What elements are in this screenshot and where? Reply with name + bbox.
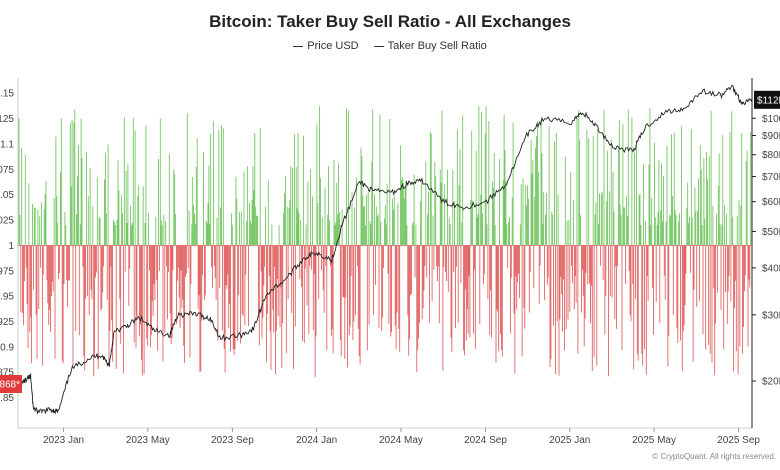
- left-tick-label-7: 0.975: [0, 266, 14, 277]
- right-tick-label-2: $80K: [762, 150, 780, 161]
- left-tick-label-6: 1: [8, 241, 14, 252]
- right-tick-label-0: $100K: [762, 114, 780, 125]
- right-tick-label-8: $20K: [762, 377, 780, 388]
- legend-swatch-price: [293, 45, 304, 47]
- left-tick-label-5: 1.025: [0, 216, 14, 227]
- legend: Price USD Taker Buy Sell Ratio: [0, 40, 780, 52]
- x-tick-label-0: 2023 Jan: [43, 435, 84, 446]
- legend-label-ratio: Taker Buy Sell Ratio: [387, 40, 487, 52]
- legend-label-price: Price USD: [307, 40, 359, 52]
- price-line: [17, 84, 753, 415]
- current-price-badge: [754, 90, 780, 109]
- left-tick-label-1: 1.125: [0, 114, 14, 125]
- x-tick-label-8: 2025 Sep: [717, 435, 760, 446]
- left-tick-label-8: 0.95: [0, 292, 14, 303]
- x-tick-label-6: 2025 Jan: [549, 435, 590, 446]
- watermark: © CryptoQuant. All rights reserved.: [652, 452, 776, 461]
- right-tick-label-1: $90K: [762, 131, 780, 142]
- left-tick-label-3: 1.075: [0, 165, 14, 176]
- right-tick-label-5: $50K: [762, 227, 780, 238]
- x-tick-label-4: 2024 May: [379, 435, 423, 446]
- left-tick-label-12: 0.85: [0, 393, 14, 404]
- current-ratio-label: 0.868*: [0, 380, 20, 391]
- legend-swatch-ratio: [373, 45, 384, 47]
- right-tick-label-7: $30K: [762, 310, 780, 321]
- x-tick-label-3: 2024 Jan: [296, 435, 337, 446]
- legend-item-price[interactable]: Price USD: [293, 40, 359, 52]
- legend-item-ratio[interactable]: Taker Buy Sell Ratio: [373, 40, 487, 52]
- x-tick-label-7: 2025 May: [632, 435, 676, 446]
- left-tick-label-11: 0.875: [0, 368, 14, 379]
- current-ratio-badge: [0, 375, 22, 393]
- right-tick-label-6: $40K: [762, 263, 780, 274]
- left-tick-label-2: 1.1: [0, 139, 14, 150]
- left-tick-label-0: 1.15: [0, 89, 14, 100]
- chart-title: Bitcoin: Taker Buy Sell Ratio - All Exch…: [209, 12, 571, 31]
- current-price-label: $112K: [757, 95, 780, 106]
- left-tick-label-4: 1.05: [0, 190, 14, 201]
- x-tick-label-5: 2024 Sep: [464, 435, 507, 446]
- x-tick-label-2: 2023 Sep: [211, 435, 254, 446]
- left-tick-label-10: 0.9: [0, 342, 14, 353]
- right-tick-label-4: $60K: [762, 197, 780, 208]
- right-tick-label-3: $70K: [762, 172, 780, 183]
- left-tick-label-9: 0.925: [0, 317, 14, 328]
- x-tick-label-1: 2023 May: [126, 435, 170, 446]
